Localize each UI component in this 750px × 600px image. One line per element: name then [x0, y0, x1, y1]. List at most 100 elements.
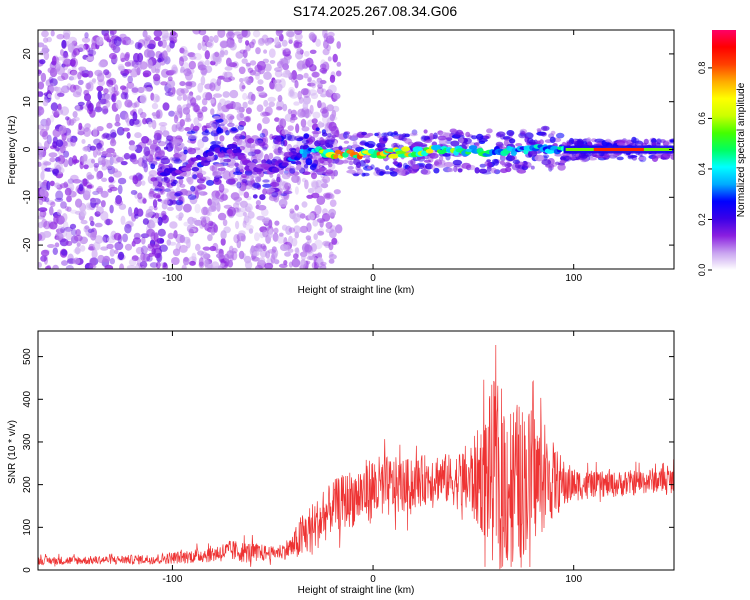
heatmap-cell [317, 121, 323, 129]
heatmap-cell [119, 263, 125, 269]
heatmap-cell [106, 147, 115, 154]
heatmap-cell [269, 60, 276, 64]
heatmap-cell [132, 175, 139, 185]
heatmap-cell [69, 223, 77, 230]
heatmap-cell [201, 106, 208, 112]
heatmap-cell [190, 123, 195, 133]
heatmap-cell [246, 174, 254, 180]
heatmap-cell [117, 184, 123, 195]
heatmap-cell [40, 171, 45, 181]
heatmap-cell [201, 136, 209, 143]
heatmap-cell [295, 74, 304, 81]
heatmap-cell [296, 164, 302, 171]
heatmap-cell [254, 149, 261, 155]
heatmap-cell [376, 131, 381, 138]
heatmap-cell [133, 232, 141, 240]
heatmap-cell [291, 175, 300, 183]
heatmap-cell [229, 89, 239, 99]
heatmap-cell [187, 216, 195, 225]
heatmap-cell [183, 149, 188, 155]
heatmap-cell [490, 167, 497, 174]
heatmap-cell [323, 33, 329, 42]
heatmap-cell [83, 127, 91, 137]
heatmap-cell [224, 66, 233, 71]
heatmap-cell [172, 248, 181, 257]
heatmap-cell [116, 156, 124, 163]
heatmap-cell [208, 35, 214, 43]
heatmap-cell [190, 97, 197, 106]
heatmap-cell [255, 176, 262, 183]
heatmap-cell [68, 36, 78, 45]
heatmap-cell [322, 30, 328, 39]
heatmap-cell [307, 212, 315, 221]
heatmap-cell [272, 79, 278, 84]
heatmap-cell [320, 261, 327, 266]
heatmap-cell [271, 167, 280, 173]
heatmap-cell [66, 195, 72, 203]
heatmap-cell [299, 225, 309, 233]
heatmap-cell [247, 151, 256, 157]
heatmap-cell [83, 164, 89, 170]
heatmap-ridge-tail-peak [593, 148, 644, 151]
heatmap-cell [515, 143, 523, 147]
heatmap-cell [323, 39, 329, 50]
heatmap-cell [223, 71, 233, 79]
heatmap-cell [539, 139, 544, 145]
heatmap-cell [152, 93, 160, 103]
heatmap-cell [43, 37, 49, 43]
heatmap-cell [256, 85, 264, 92]
heatmap-cell [179, 119, 185, 127]
heatmap-cell [96, 85, 104, 92]
heatmap-cell [142, 218, 149, 225]
heatmap-cell [172, 179, 178, 185]
heatmap-cell [94, 211, 101, 217]
heatmap-cell [286, 131, 294, 141]
heatmap-cell [222, 170, 231, 180]
heatmap-cell [226, 103, 235, 110]
heatmap-cell [186, 176, 192, 183]
heatmap-cell [118, 65, 125, 72]
heatmap-cell [327, 133, 332, 138]
heatmap-cell [87, 49, 97, 56]
heatmap-cell [48, 82, 56, 92]
heatmap-cell [314, 204, 322, 215]
heatmap-cell [220, 238, 226, 246]
heatmap-cell [197, 42, 202, 51]
heatmap-cell [122, 233, 128, 243]
heatmap-cell [317, 140, 327, 146]
heatmap-cell [512, 159, 520, 165]
heatmap-cell [159, 244, 168, 252]
heatmap-cell [257, 90, 266, 95]
heatmap-cell [263, 49, 268, 54]
heatmap-cell [100, 211, 109, 221]
heatmap-cell [198, 30, 207, 36]
heatmap-cell [465, 131, 471, 138]
heatmap-cell [301, 126, 310, 132]
heatmap-cell [208, 205, 217, 212]
heatmap-cell [302, 88, 311, 99]
heatmap-cell [305, 235, 312, 241]
heatmap-cell [594, 138, 605, 143]
heatmap-cell [85, 82, 92, 90]
heatmap-cell [108, 176, 115, 183]
colorbar-tick-label: 0.4 [697, 163, 707, 176]
heatmap-cell [238, 250, 245, 260]
heatmap-cell [134, 132, 142, 139]
heatmap-cell [55, 61, 62, 69]
heatmap-cell [205, 122, 211, 127]
heatmap-cell [536, 128, 542, 132]
heatmap-cell [104, 93, 112, 101]
heatmap-cell [226, 149, 234, 154]
spectrogram-y-ticks: -20 -10 0 10 20 [22, 48, 674, 252]
heatmap-cell [113, 36, 122, 47]
heatmap-cell [49, 157, 56, 163]
heatmap-cell [255, 47, 261, 55]
heatmap-cell [566, 156, 577, 160]
heatmap-cell [556, 132, 565, 139]
heatmap-cell [102, 108, 109, 114]
heatmap-cell [255, 247, 263, 253]
heatmap-cell [128, 206, 133, 217]
heatmap-cell [271, 191, 279, 198]
heatmap-cell [374, 167, 379, 171]
heatmap-cell [180, 88, 189, 94]
